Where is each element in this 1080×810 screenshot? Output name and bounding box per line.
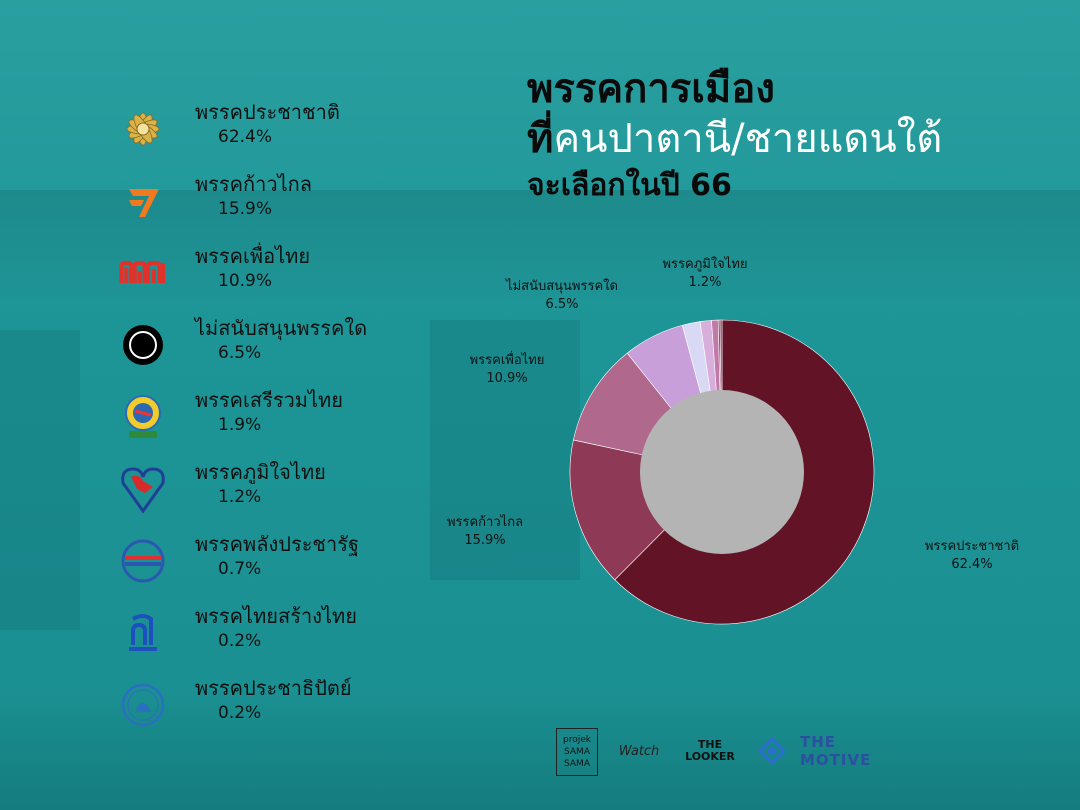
legend-percent: 1.9% [218,415,262,435]
projek-sama-sama-logo: projek SAMA SAMA [556,728,598,776]
legend-percent: 0.7% [218,559,262,579]
legend-name: พรรคก้าวไกล [195,172,313,196]
legend-name: พรรคพลังประชารัฐ [195,532,360,556]
watch-logo: Watch [608,728,670,774]
legend-name: พรรคเพื่อไทย [195,244,311,268]
title-line-2: ที่คนปาตานี/ชายแดนใต้ [527,106,942,170]
title-line-2-black: ที่ [527,116,554,162]
background-roof [0,190,1080,300]
logo-text: SAMA [564,759,590,769]
legend-percent: 10.9% [218,271,273,291]
black-circle-icon [118,320,168,370]
legend-item-prachachat: พรรคประชาชาติ 62.4% [110,96,410,158]
legend-name: ไม่สนับสนุนพรรคใด [195,316,368,340]
title-line-1: พรรคการเมือง [527,66,775,112]
background-wall [0,330,80,630]
legend-name: พรรคไทยสร้างไทย [195,604,357,628]
phuea-thai-logo-icon [118,248,168,298]
background-doorway [430,320,580,580]
legend-item-palang-pracharath: พรรคพลังประชารัฐ 0.7% [110,528,410,590]
diamond-logo-icon [752,728,792,774]
seri-ruam-thai-logo-icon [118,392,168,442]
legend-name: พรรคเสรีรวมไทย [195,388,343,412]
logo-text: SAMA [564,747,590,757]
slice-label-name: พรรคก้าวไกล [447,514,523,530]
donut-hole [640,390,804,554]
title-line-3: จะเลือกในปี 66 [527,168,732,203]
palang-pracharath-logo-icon [118,536,168,586]
prachachat-logo-icon [118,104,168,154]
legend-percent: 0.2% [218,703,262,723]
slice-label-percent: 6.5% [545,297,578,312]
legend-item-bhumjaithai: พรรคภูมิใจไทย 1.2% [110,456,410,518]
slice-label-name: ไม่สนับสนุนพรรคใด [505,278,618,294]
slice-label-percent: 62.4% [951,557,992,572]
slice-label-name: พรรคภูมิใจไทย [662,256,747,272]
logo-text: THE [697,738,723,751]
the-motive-logo: THE MOTIVE [800,728,892,774]
background-ground [0,690,1080,810]
slice-label-name: พรรคเพื่อไทย [470,351,545,368]
legend-item-democrat: พรรคประชาธิปัตย์ 0.2% [110,672,410,734]
logo-text: THE MOTIVE [800,733,872,769]
democrat-logo-icon [118,680,168,730]
legend-item-phuea-thai: พรรคเพื่อไทย 10.9% [110,240,410,302]
legend-item-kaoklai: พรรคก้าวไกล 15.9% [110,168,410,230]
the-looker-logo: THE LOOKER [682,728,738,774]
slice-label-name: พรรคประชาชาติ [925,539,1019,554]
logo-text: projek [563,735,591,745]
legend-name: พรรคประชาชาติ [195,100,340,124]
slice-label-percent: 1.2% [688,275,721,290]
logo-text: Watch [618,743,660,759]
legend-name: พรรคประชาธิปัตย์ [195,676,352,700]
legend-percent: 15.9% [218,199,273,219]
bhumjaithai-logo-icon [118,464,168,514]
slice-label-percent: 15.9% [464,533,505,548]
thai-sang-thai-logo-icon [118,608,168,658]
legend-percent: 0.2% [218,631,262,651]
slice-label-percent: 10.9% [486,371,527,386]
legend-name: พรรคภูมิใจไทย [195,460,326,484]
logo-text: LOOKER [685,750,735,763]
legend-percent: 1.2% [218,487,262,507]
legend-item-none: ไม่สนับสนุนพรรคใด 6.5% [110,312,410,374]
title-line-2-white: คนปาตานี/ชายแดนใต้ [553,116,943,162]
legend-item-thai-sang-thai: พรรคไทยสร้างไทย 0.2% [110,600,410,662]
legend-percent: 62.4% [218,127,273,147]
legend-item-seri-ruam-thai: พรรคเสรีรวมไทย 1.9% [110,384,410,446]
legend-percent: 6.5% [218,343,262,363]
kaoklai-logo-icon [118,176,168,226]
